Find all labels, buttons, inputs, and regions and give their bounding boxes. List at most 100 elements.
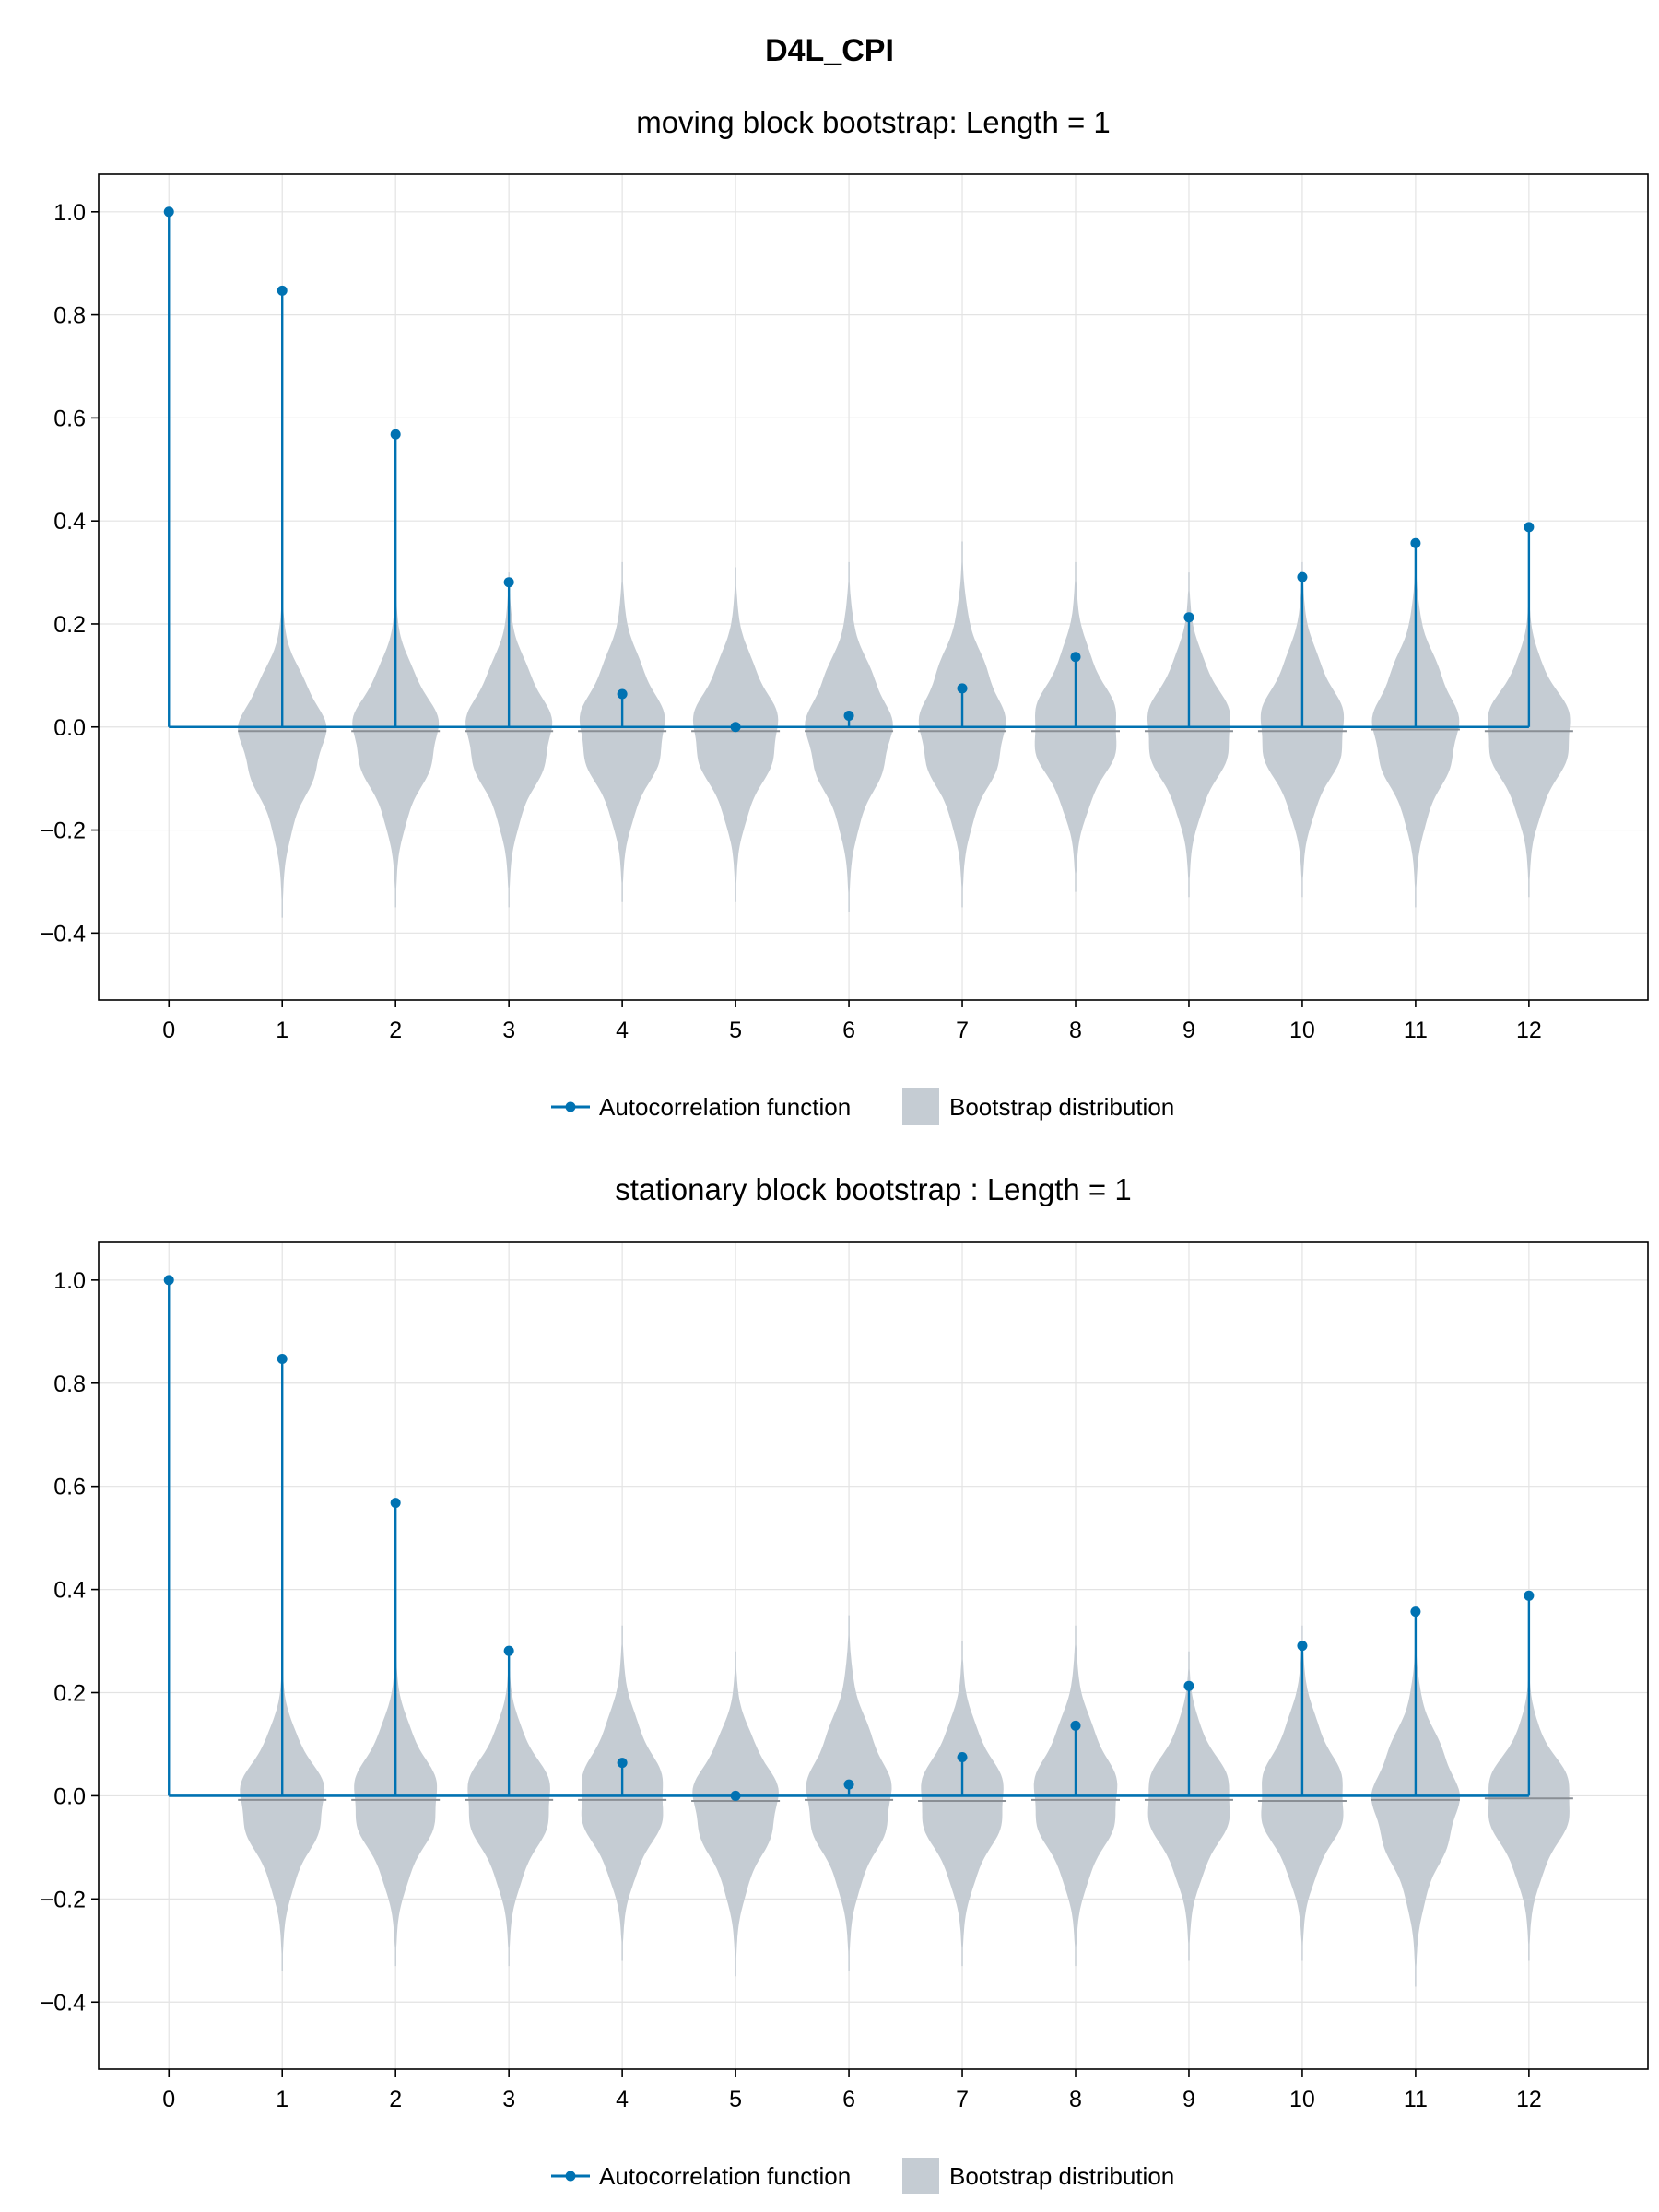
x-tick-label: 1 — [276, 1018, 288, 1043]
acf-point-10 — [1297, 1641, 1308, 1652]
acf-point-10 — [1297, 571, 1308, 582]
acf-point-0 — [163, 206, 174, 218]
panel-title: stationary block bootstrap : Length = 1 — [615, 1172, 1131, 1206]
x-tick-label: 9 — [1182, 2087, 1195, 2112]
x-tick-label: 0 — [162, 1018, 175, 1043]
x-tick-label: 1 — [276, 2087, 288, 2112]
figure-title: D4L_CPI — [765, 33, 894, 68]
autocorrelation-function — [163, 1275, 1535, 1801]
legend-acf-marker — [565, 2171, 576, 2182]
y-tick-label: 0.0 — [53, 715, 86, 741]
x-tick-label: 7 — [956, 1018, 969, 1043]
legend-bootstrap-swatch — [902, 1088, 939, 1125]
y-tick-label: −0.4 — [41, 1990, 86, 2016]
legend-bootstrap-swatch — [902, 2158, 939, 2194]
acf-point-11 — [1410, 1606, 1421, 1618]
x-tick-label: 2 — [389, 2087, 402, 2112]
acf-point-7 — [957, 683, 968, 694]
y-tick-label: 0.0 — [53, 1783, 86, 1809]
legend-label-acf: Autocorrelation function — [599, 1093, 851, 1121]
acf-point-8 — [1070, 1720, 1081, 1731]
legend-label-acf: Autocorrelation function — [599, 2162, 851, 2190]
acf-point-5 — [730, 722, 741, 733]
legend-label-bootstrap: Bootstrap distribution — [949, 2162, 1174, 2190]
y-tick-label: −0.2 — [41, 1887, 86, 1912]
x-tick-label: 10 — [1289, 1018, 1315, 1043]
panel-1: moving block bootstrap: Length = 1 −0.4 −0… — [41, 105, 1649, 1125]
y-tick-label: 0.6 — [53, 406, 86, 431]
violin-11 — [1371, 1630, 1461, 1987]
plot-frame — [98, 173, 1649, 1001]
violin-5 — [692, 1651, 779, 1977]
acf-point-4 — [617, 688, 628, 700]
acf-point-6 — [843, 1779, 854, 1790]
acf-point-0 — [163, 1275, 174, 1286]
acf-point-2 — [390, 1498, 401, 1509]
x-tick-label: 12 — [1516, 2087, 1542, 2112]
violin-2 — [352, 582, 440, 908]
x-tick-label: 7 — [956, 2087, 969, 2112]
y-tick-label: −0.2 — [41, 818, 86, 844]
violin-12 — [1488, 587, 1571, 898]
violin-1 — [238, 587, 327, 918]
legend-acf-marker — [565, 1101, 576, 1112]
y-tick-label: 1.0 — [53, 1268, 86, 1294]
violin-5 — [692, 567, 779, 902]
violin-9 — [1147, 572, 1230, 898]
acf-point-1 — [276, 285, 288, 296]
violin-6 — [805, 561, 893, 912]
x-tick-label: 0 — [162, 2087, 175, 2112]
y-tick-label: 1.0 — [53, 200, 86, 226]
acf-point-3 — [503, 1645, 514, 1656]
x-tick-label: 5 — [729, 1018, 742, 1043]
violin-2 — [354, 1641, 438, 1967]
acf-point-6 — [843, 710, 854, 721]
legend-label-bootstrap: Bootstrap distribution — [949, 1093, 1174, 1121]
violin-4 — [579, 561, 665, 902]
y-tick-label: 0.2 — [53, 612, 86, 638]
x-tick-label: 4 — [616, 1018, 629, 1043]
acf-point-12 — [1524, 522, 1535, 533]
violin-9 — [1147, 1651, 1230, 1961]
x-tick-label: 5 — [729, 2087, 742, 2112]
violin-12 — [1488, 1661, 1570, 1961]
plot-frame — [98, 1241, 1649, 2070]
violin-3 — [467, 1651, 550, 1967]
y-tick-label: 0.6 — [53, 1475, 86, 1500]
x-tick-label: 3 — [502, 1018, 515, 1043]
autocorrelation-function — [163, 206, 1535, 733]
acf-point-9 — [1183, 612, 1194, 623]
x-tick-label: 3 — [502, 2087, 515, 2112]
acf-point-5 — [730, 1790, 741, 1801]
y-tick-label: 0.4 — [53, 1578, 86, 1604]
y-tick-label: 0.4 — [53, 509, 86, 535]
acf-point-11 — [1410, 537, 1421, 548]
acf-point-1 — [276, 1353, 288, 1364]
acf-point-2 — [390, 429, 401, 440]
x-tick-label: 6 — [842, 1018, 855, 1043]
acf-point-9 — [1183, 1680, 1194, 1691]
x-tick-label: 2 — [389, 1018, 402, 1043]
acf-point-7 — [957, 1751, 968, 1762]
y-tick-label: 0.8 — [53, 303, 86, 329]
legend: Autocorrelation function Bootstrap distri… — [551, 1088, 1174, 1125]
x-tick-label: 9 — [1182, 1018, 1195, 1043]
violin-1 — [240, 1656, 325, 1971]
x-tick-label: 8 — [1069, 2087, 1082, 2112]
x-tick-label: 12 — [1516, 1018, 1542, 1043]
x-tick-label: 4 — [616, 2087, 629, 2112]
x-tick-label: 6 — [842, 2087, 855, 2112]
y-tick-label: −0.4 — [41, 921, 86, 947]
acf-point-3 — [503, 577, 514, 588]
violin-10 — [1260, 561, 1345, 898]
acf-point-8 — [1070, 652, 1081, 663]
y-tick-label: 0.8 — [53, 1371, 86, 1397]
bootstrap-distribution — [238, 541, 1573, 918]
bootstrap-distribution — [238, 1615, 1573, 1987]
panel-2: stationary block bootstrap : Length = 1 −… — [41, 1172, 1649, 2194]
acf-point-12 — [1524, 1590, 1535, 1601]
acf-point-4 — [617, 1758, 628, 1769]
x-tick-label: 10 — [1289, 2087, 1315, 2112]
